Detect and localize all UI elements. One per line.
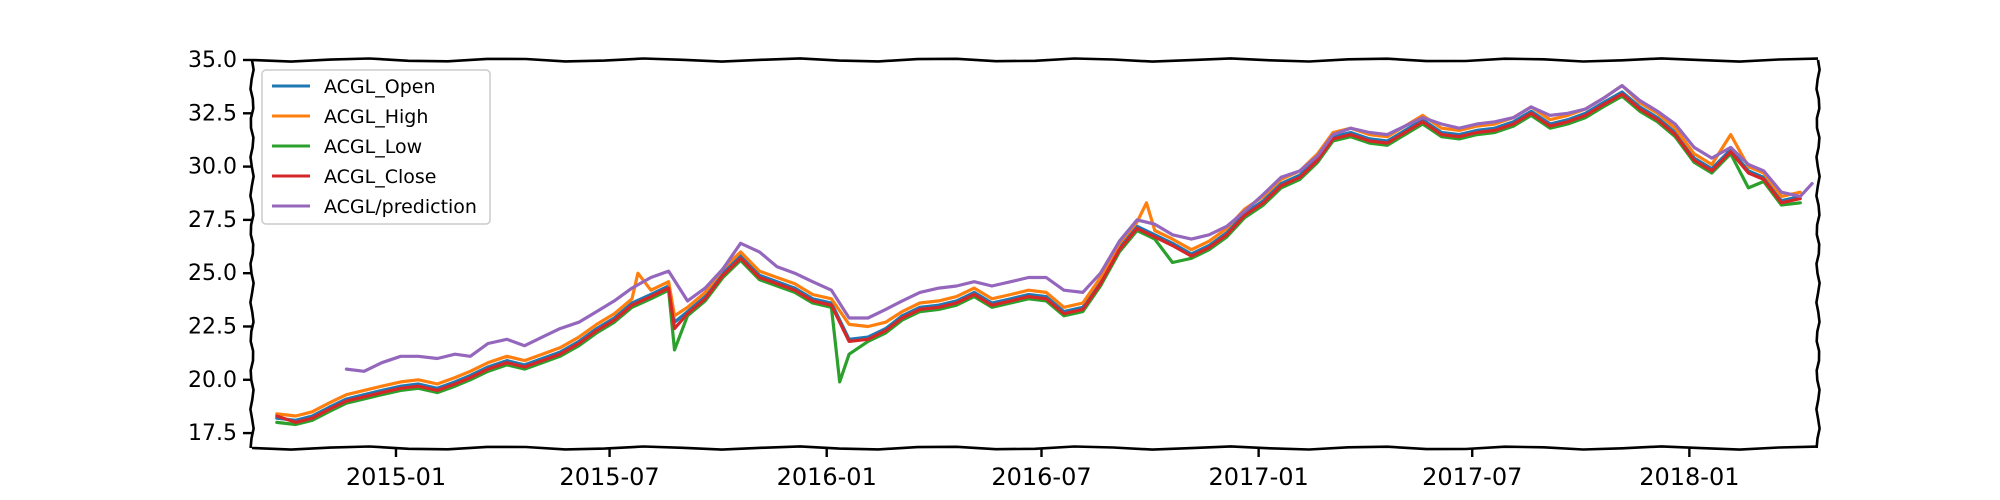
x-tick-label: 2016-01 (777, 463, 877, 491)
legend: ACGL_Open ACGL_High ACGL_Low ACGL_Close ACGL… (261, 69, 491, 225)
series-layer (275, 83, 1814, 427)
y-axis: 17.5 20.0 22.5 25.0 27.5 30.0 32.5 35.0 (188, 48, 252, 446)
y-tick-label: 35.0 (188, 48, 237, 73)
series-line-acgl-open (275, 90, 1802, 422)
y-tick-label: 22.5 (188, 314, 237, 339)
y-tick-label: 27.5 (188, 208, 237, 233)
legend-label: ACGL_High (324, 106, 428, 128)
x-tick-label: 2017-07 (1422, 463, 1522, 491)
frame-top (251, 57, 1819, 63)
y-tick-label: 20.0 (188, 368, 237, 393)
x-tick-label: 2017-01 (1208, 463, 1308, 491)
x-tick-label: 2018-01 (1639, 463, 1739, 491)
legend-label: ACGL/prediction (324, 196, 477, 218)
frame-right (1815, 59, 1821, 449)
legend-label: ACGL_Low (324, 136, 422, 158)
series-line-acgl-prediction (344, 83, 1814, 373)
legend-box (261, 69, 491, 225)
x-axis: 2015-01 2015-07 2016-01 2016-07 2017-01 2017-… (346, 448, 1740, 491)
x-tick-label: 2015-01 (346, 463, 446, 491)
legend-label: ACGL_Open (324, 76, 436, 98)
frame-bottom (251, 445, 1819, 451)
legend-label: ACGL_Close (324, 166, 437, 188)
series-line-acgl-low (275, 94, 1802, 427)
plot-frame (249, 57, 1821, 451)
frame-left (249, 59, 255, 449)
x-tick-label: 2016-07 (991, 463, 1091, 491)
x-tick-label: 2015-07 (559, 463, 659, 491)
series-line-acgl-close (275, 92, 1802, 424)
y-tick-label: 32.5 (188, 101, 237, 126)
y-tick-label: 25.0 (188, 261, 237, 286)
y-tick-label: 30.0 (188, 155, 237, 180)
y-tick-label: 17.5 (188, 421, 237, 446)
